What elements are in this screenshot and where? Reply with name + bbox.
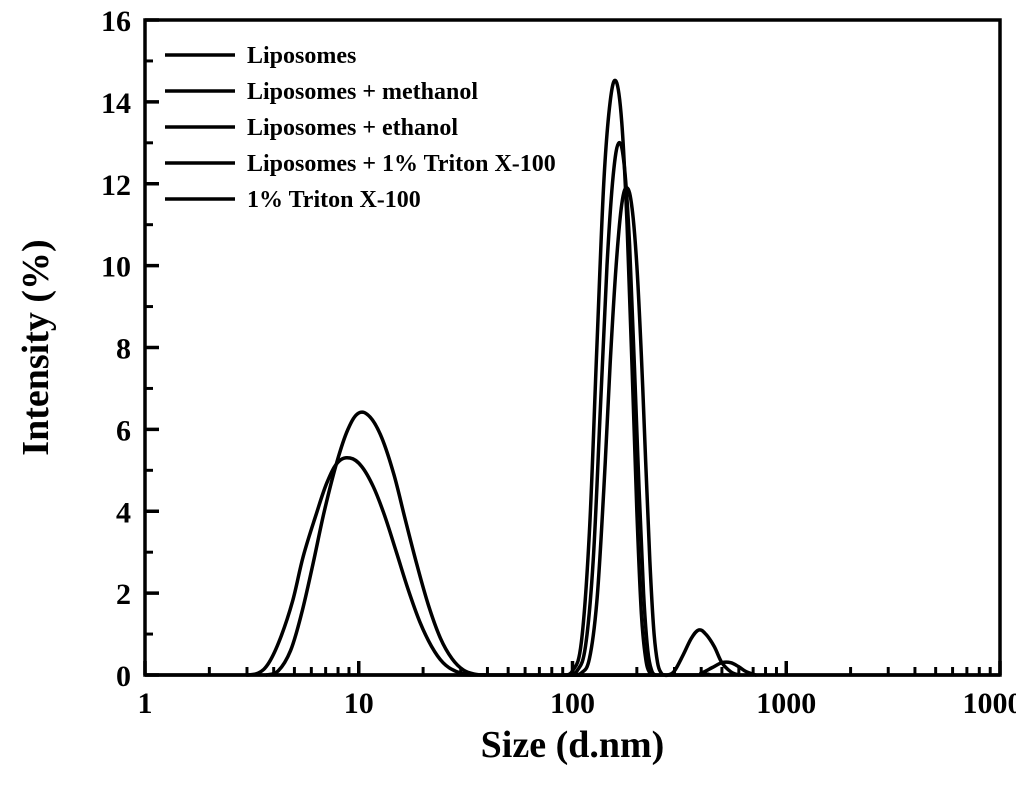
y-tick-label: 2 bbox=[116, 578, 131, 611]
legend-label: Liposomes + ethanol bbox=[247, 115, 458, 141]
intensity-size-chart: 1 10 100 1000 10000 0 2 4 6 8 10 12 14 16 Size (d.nm) I… bbox=[0, 0, 1016, 795]
series-line bbox=[266, 412, 485, 675]
y-tick-label: 12 bbox=[101, 169, 131, 202]
series-line bbox=[573, 188, 739, 676]
series-line bbox=[247, 458, 756, 675]
x-tick-label: 1 bbox=[138, 687, 153, 720]
y-tick-label: 8 bbox=[116, 333, 131, 366]
y-tick-label: 10 bbox=[101, 251, 131, 284]
x-tick-label: 100 bbox=[550, 687, 595, 720]
y-axis-label: Intensity (%) bbox=[15, 239, 57, 455]
legend-label: Liposomes bbox=[247, 43, 356, 69]
x-tick-label: 10000 bbox=[963, 687, 1016, 720]
y-tick-label: 0 bbox=[116, 660, 131, 693]
y-tick-label: 14 bbox=[101, 87, 131, 120]
legend-label: 1% Triton X-100 bbox=[247, 187, 421, 213]
x-axis-label: Size (d.nm) bbox=[481, 724, 665, 766]
y-tick-label: 4 bbox=[116, 496, 131, 529]
y-tick-label: 6 bbox=[116, 414, 131, 447]
x-tick-label: 10 bbox=[344, 687, 374, 720]
x-tick-label: 1000 bbox=[756, 687, 816, 720]
y-tick-label: 16 bbox=[101, 5, 131, 38]
legend-label: Liposomes + methanol bbox=[247, 79, 478, 105]
legend-label: Liposomes + 1% Triton X-100 bbox=[247, 151, 556, 177]
chart-container: 1 10 100 1000 10000 0 2 4 6 8 10 12 14 16 Size (d.nm) I… bbox=[0, 0, 1016, 795]
